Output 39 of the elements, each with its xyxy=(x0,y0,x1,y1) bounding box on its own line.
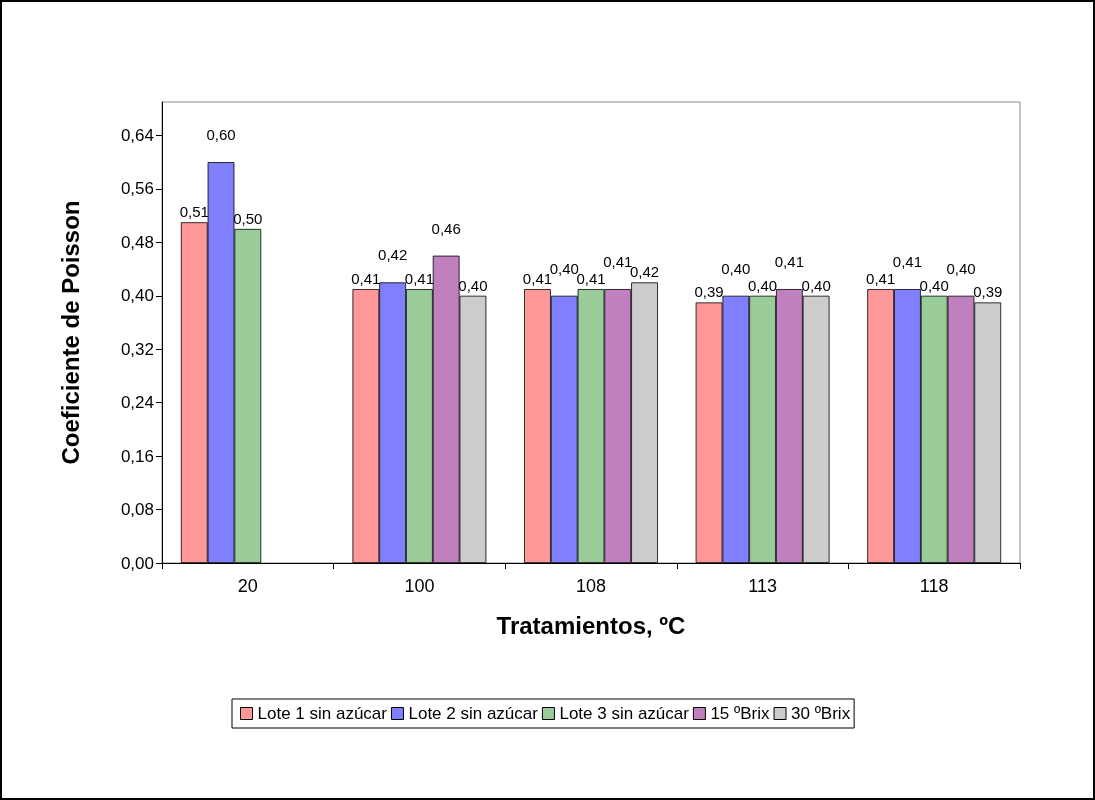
legend-label: 15 ºBrix xyxy=(710,704,771,723)
y-tick-label: 0,00 xyxy=(120,553,154,573)
y-tick-label: 0,08 xyxy=(120,500,154,520)
data-label: 0,40 xyxy=(946,259,976,277)
data-label: 0,60 xyxy=(206,126,236,144)
y-tick-label: 0,32 xyxy=(120,339,154,359)
data-label: 0,42 xyxy=(629,263,660,281)
data-label: 0,39 xyxy=(973,283,1003,301)
data-label: 0,50 xyxy=(233,209,263,227)
data-label: 0,40 xyxy=(919,276,949,294)
data-label: 0,40 xyxy=(748,276,778,294)
data-label: 0,40 xyxy=(721,259,751,277)
legend-label: Lote 2 sin azúcar xyxy=(408,704,539,723)
y-tick-label: 0,56 xyxy=(120,179,154,199)
y-tick-label: 0,48 xyxy=(120,232,154,252)
legend-label: Lote 1 sin azúcar xyxy=(257,704,388,723)
data-label: 0,39 xyxy=(694,283,724,301)
y-tick-label: 0,64 xyxy=(120,125,154,145)
data-label: 0,41 xyxy=(866,270,896,288)
data-label: 0,40 xyxy=(801,276,831,294)
y-axis-title: Coeficiente de Poisson xyxy=(56,200,84,465)
data-label: 0,41 xyxy=(892,253,923,271)
x-tick-label: 100 xyxy=(404,576,435,596)
y-tick-label: 0,40 xyxy=(120,286,154,306)
y-tick-label: 0,24 xyxy=(120,393,154,413)
data-label: 0,42 xyxy=(378,246,408,264)
data-label: 0,41 xyxy=(351,270,381,288)
legend-label: Lote 3 sin azúcar xyxy=(559,704,690,723)
x-tick-label: 118 xyxy=(919,576,949,596)
data-label: 0,46 xyxy=(431,219,461,237)
x-axis-title: Tratamientos, ºC xyxy=(496,611,686,639)
x-tick-label: 108 xyxy=(575,576,607,596)
data-label: 0,51 xyxy=(179,203,209,221)
x-tick-label: 20 xyxy=(237,576,258,596)
x-tick-label: 113 xyxy=(748,576,777,596)
data-label: 0,40 xyxy=(458,276,488,294)
y-tick-label: 0,16 xyxy=(120,446,154,466)
legend-label: 30 ºBrix xyxy=(791,704,851,723)
data-label: 0,41 xyxy=(774,253,804,271)
